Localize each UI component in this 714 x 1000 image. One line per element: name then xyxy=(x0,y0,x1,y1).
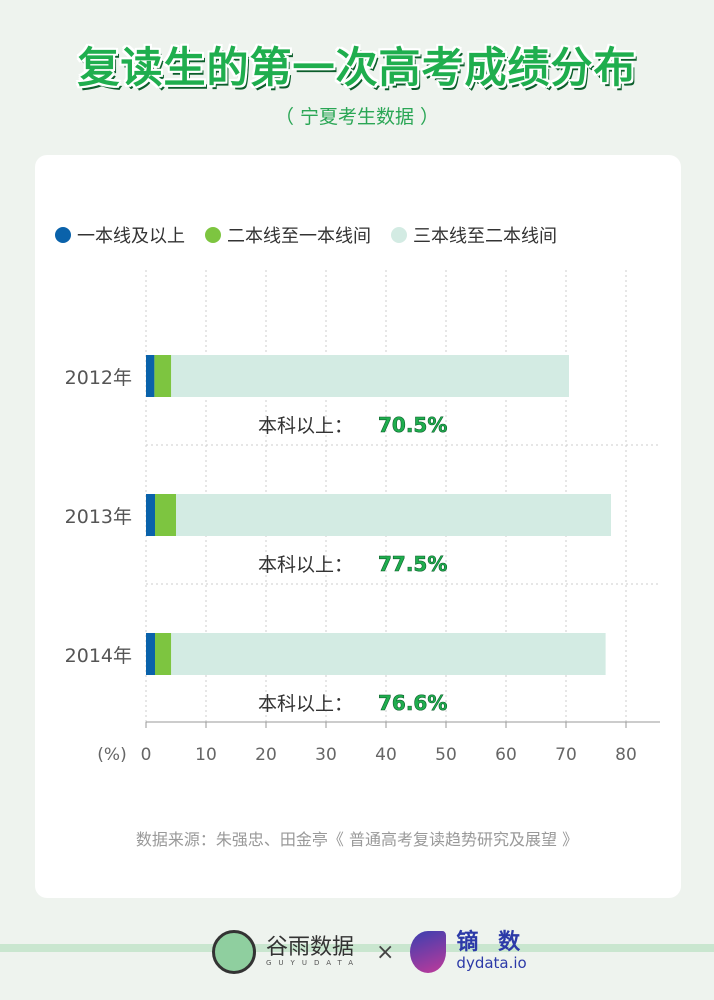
legend-label: 一本线及以上 xyxy=(77,226,185,247)
legend-swatch xyxy=(391,227,407,243)
annotation-value: 77.5% xyxy=(378,552,447,576)
legend-swatch xyxy=(55,227,71,243)
x-axis-label: (%) xyxy=(97,745,126,765)
bar-segment xyxy=(146,633,155,675)
legend-item: 二本线至一本线间 xyxy=(205,222,371,248)
bar-segment xyxy=(146,494,155,536)
x-tick-label: 10 xyxy=(195,745,217,765)
legend-swatch xyxy=(205,227,221,243)
x-tick-label: 30 xyxy=(315,745,337,765)
brand2-sub: dydata.io xyxy=(456,954,527,972)
annotation-prefix: 本科以上： xyxy=(258,693,353,715)
x-tick-label: 50 xyxy=(435,745,457,765)
y-tick-label: 2012年 xyxy=(65,367,132,389)
times-sign: × xyxy=(375,939,395,965)
legend-item: 三本线至二本线间 xyxy=(391,222,557,248)
legend-label: 三本线至二本线间 xyxy=(413,226,557,247)
x-tick-label: 70 xyxy=(555,745,577,765)
footer-logos: 谷雨数据 GUYUDATA × 镝 数 dydata.io xyxy=(212,930,527,974)
dydata-logo-icon xyxy=(410,931,447,973)
x-tick-label: 80 xyxy=(615,745,637,765)
bar-segment xyxy=(146,355,155,397)
y-tick-label: 2013年 xyxy=(65,506,132,528)
x-tick-label: 40 xyxy=(375,745,397,765)
brand1-sub: GUYUDATA xyxy=(266,959,360,967)
y-tick-label: 2014年 xyxy=(65,645,132,667)
legend-label: 二本线至一本线间 xyxy=(227,226,371,247)
page-subtitle: （ 宁夏考生数据 ） xyxy=(274,106,440,128)
x-tick-label: 60 xyxy=(495,745,517,765)
bar-segment xyxy=(171,355,569,397)
bar-segment xyxy=(155,633,172,675)
x-tick-label: 0 xyxy=(141,745,152,765)
bar-segment xyxy=(176,494,611,536)
page-title: 复读生的第一次高考成绩分布 xyxy=(77,43,637,92)
bar-segment xyxy=(171,633,606,675)
annotation-prefix: 本科以上： xyxy=(258,554,353,576)
brand2: 镝 数 xyxy=(456,930,527,955)
annotation-value: 70.5% xyxy=(378,413,447,437)
x-tick-label: 20 xyxy=(255,745,277,765)
annotation-prefix: 本科以上： xyxy=(258,415,353,437)
annotation-value: 76.6% xyxy=(378,691,447,715)
legend-item: 一本线及以上 xyxy=(55,222,185,248)
data-source: 数据来源：朱强忠、田金亭《 普通高考复读趋势研究及展望 》 xyxy=(135,830,579,849)
brand1: 谷雨数据 xyxy=(266,935,355,960)
bar-segment xyxy=(154,355,172,397)
footer-stripe xyxy=(0,944,714,952)
bar-segment xyxy=(155,494,176,536)
guyu-logo-icon xyxy=(212,930,256,974)
legend: 一本线及以上 二本线至一本线间 三本线至二本线间 xyxy=(55,222,557,248)
